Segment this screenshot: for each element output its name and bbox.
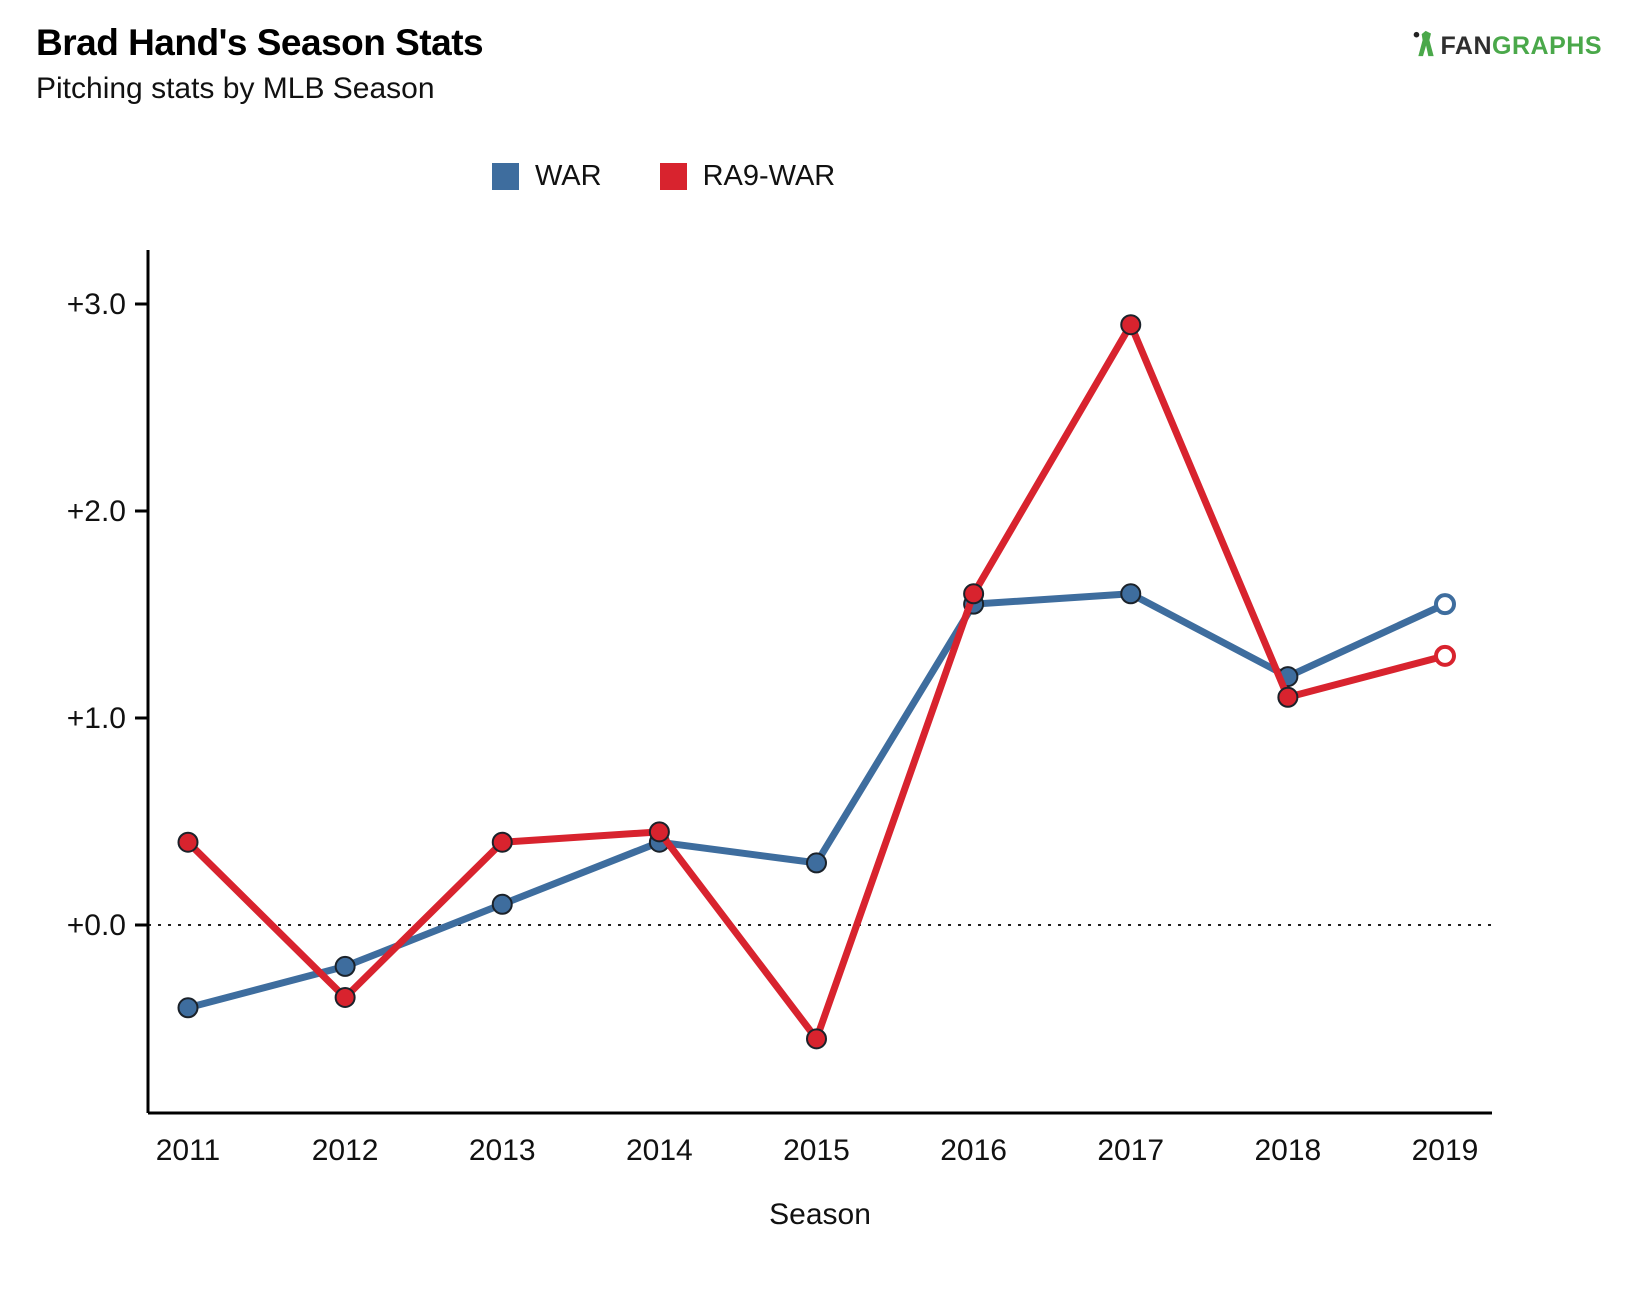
war-point-2013: [491, 893, 513, 915]
legend-item-war[interactable]: WAR: [492, 160, 602, 193]
war-point-2012: [334, 955, 356, 977]
war-point-2011: [177, 997, 199, 1019]
ra9-war-point-2011: [177, 831, 199, 853]
x-tick-label: 2016: [940, 1134, 1007, 1167]
x-tick-label: 2015: [783, 1134, 850, 1167]
chart-header: Brad Hand's Season Stats Pitching stats …: [36, 22, 484, 106]
ra9-war-series-label: RA9-WAR: [702, 160, 836, 192]
x-tick-label: 2017: [1097, 1134, 1164, 1167]
brand-graphs: GRAPHS: [1492, 31, 1602, 60]
war-point-2015: [806, 852, 827, 874]
war-series-swatch: [492, 163, 519, 190]
war-line: [184, 590, 1449, 1012]
fangraphs-logo-icon: [1413, 30, 1437, 62]
x-axis-title: Season: [769, 1198, 871, 1231]
brand-fan: FAN: [1440, 31, 1493, 60]
x-tick-label: 2014: [626, 1134, 693, 1167]
chart-legend: WAR RA9-WAR: [492, 160, 835, 193]
ra9-war-point-2016: [963, 583, 985, 605]
x-tick-label: 2011: [156, 1134, 221, 1167]
page-subtitle: Pitching stats by MLB Season: [36, 72, 435, 105]
x-tick-label: 2019: [1412, 1134, 1479, 1167]
legend-item-ra9-war[interactable]: RA9-WAR: [659, 160, 836, 193]
war-point-2017: [1120, 583, 1142, 605]
x-tick-label: 2012: [312, 1134, 379, 1167]
ra9-war-point-2018: [1277, 686, 1299, 708]
ra9-war-series-swatch: [659, 163, 687, 190]
fangraphs-logo-text: FANGRAPHS: [1441, 32, 1602, 61]
ra9-war-point-2014: [648, 821, 670, 843]
ra9-war-point-2015: [806, 1028, 827, 1050]
page-title: Brad Hand's Season Stats: [36, 22, 484, 63]
y-tick-label: +3.0: [67, 288, 126, 321]
war-series-label: WAR: [535, 160, 602, 192]
ra9-war-point-2013: [491, 831, 513, 853]
y-tick-label: +1.0: [67, 702, 126, 735]
war-point-2019: [1434, 593, 1456, 616]
x-tick-label: 2013: [469, 1134, 536, 1167]
ra9-war-point-2012: [334, 986, 356, 1008]
ra9-war-point-2019: [1434, 644, 1456, 667]
x-tick-label: 2018: [1255, 1134, 1322, 1167]
y-tick-label: +0.0: [67, 909, 126, 942]
ra9-war-point-2017: [1120, 314, 1142, 336]
fangraphs-logo[interactable]: FANGRAPHS: [1413, 30, 1602, 62]
ra9-war-line: [184, 321, 1449, 1043]
y-tick-label: +2.0: [67, 495, 126, 528]
